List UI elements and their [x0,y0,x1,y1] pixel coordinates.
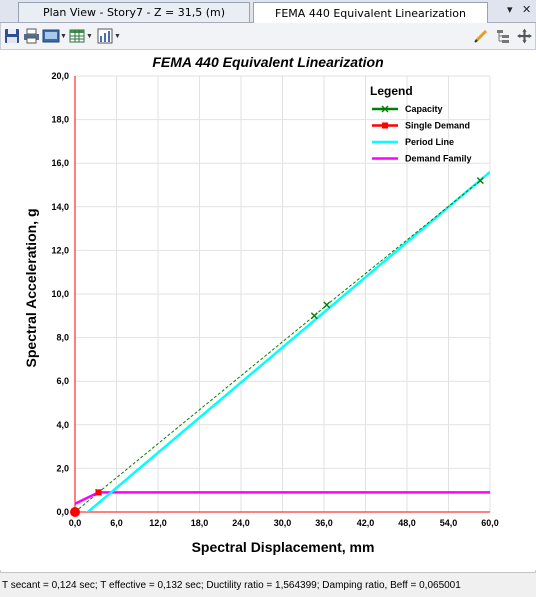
chart-icon[interactable] [97,27,113,45]
legend-label-1: Single Demand [405,121,470,131]
chart-dropdown-icon[interactable]: ▼ [114,33,121,40]
y-tick-label: 18,0 [51,115,69,125]
legend-title: Legend [370,84,413,98]
chart-title: FEMA 440 Equivalent Linearization [152,54,383,70]
tab-fema-440-label: FEMA 440 Equivalent Linearization [275,6,466,20]
x-tick-label: 36,0 [315,518,333,528]
chart-series [70,170,490,517]
y-tick-label: 20,0 [51,71,69,81]
tab-bar: Plan View - Story7 - Z = 31,5 (m) FEMA 4… [0,0,536,23]
tab-fema-440[interactable]: FEMA 440 Equivalent Linearization [253,2,488,23]
capacity-point [323,301,331,309]
legend-label-3: Demand Family [405,154,472,164]
period-line [85,170,490,512]
toolbar: ▼ ▼ ▼ [0,23,536,50]
legend-marker-1 [382,122,388,129]
chart-legend: Legend Capacity Single Demand Period Line D… [370,84,472,164]
display-options-dropdown-icon[interactable]: ▼ [60,33,67,40]
legend-marker-0 [381,105,389,113]
chart-ticks: 0,0 6,0 12,0 18,0 24,0 30,0 36,0 42,0 48,0 54,0 60… [51,71,498,528]
y-tick-label: 14,0 [51,202,69,212]
display-options-icon[interactable] [42,27,60,45]
move-icon[interactable] [516,27,533,45]
tab-plan-view[interactable]: Plan View - Story7 - Z = 31,5 (m) [18,2,250,22]
capacity-line [74,180,481,513]
x-tick-label: 0,0 [69,518,82,528]
save-icon[interactable] [4,27,20,45]
y-axis-label: Spectral Acceleration, g [23,209,39,368]
y-tick-label: 0,0 [56,507,69,517]
status-text: T secant = 0,124 sec; T effective = 0,13… [2,579,461,591]
fema-440-chart: FEMA 440 Equivalent Linearization Spectr… [23,54,499,555]
y-tick-label: 8,0 [56,333,69,343]
y-tick-label: 16,0 [51,158,69,168]
tree-icon[interactable] [495,27,511,45]
pencil-icon[interactable] [473,27,489,45]
x-tick-label: 30,0 [274,518,292,528]
capacity-point [476,177,484,185]
chart-area: FEMA 440 Equivalent Linearization Spectr… [0,50,536,570]
table-icon[interactable] [69,27,85,45]
close-icon[interactable]: ✕ [522,3,532,16]
chart-grid [74,75,491,513]
table-dropdown-icon[interactable]: ▼ [86,33,93,40]
y-tick-label: 2,0 [56,463,69,473]
y-tick-label: 4,0 [56,420,69,430]
x-tick-label: 54,0 [440,518,458,528]
performance-point [70,507,80,517]
x-tick-label: 18,0 [191,518,209,528]
y-tick-label: 10,0 [51,289,69,299]
x-tick-label: 48,0 [398,518,416,528]
tab-plan-view-label: Plan View - Story7 - Z = 31,5 (m) [42,6,225,19]
x-tick-label: 60,0 [481,518,499,528]
x-tick-label: 12,0 [149,518,167,528]
print-icon[interactable] [23,27,40,45]
y-tick-label: 6,0 [56,376,69,386]
x-axis-label: Spectral Displacement, mm [192,539,375,555]
legend-label-2: Period Line [405,137,454,147]
single-demand-point [95,489,102,496]
capacity-point [310,312,318,320]
x-tick-label: 6,0 [110,518,123,528]
y-tick-label: 12,0 [51,245,69,255]
status-bar: T secant = 0,124 sec; T effective = 0,13… [0,572,536,597]
x-tick-label: 42,0 [357,518,375,528]
chevron-down-icon[interactable]: ▾ [507,3,513,16]
x-tick-label: 24,0 [232,518,250,528]
legend-label-0: Capacity [405,104,443,114]
